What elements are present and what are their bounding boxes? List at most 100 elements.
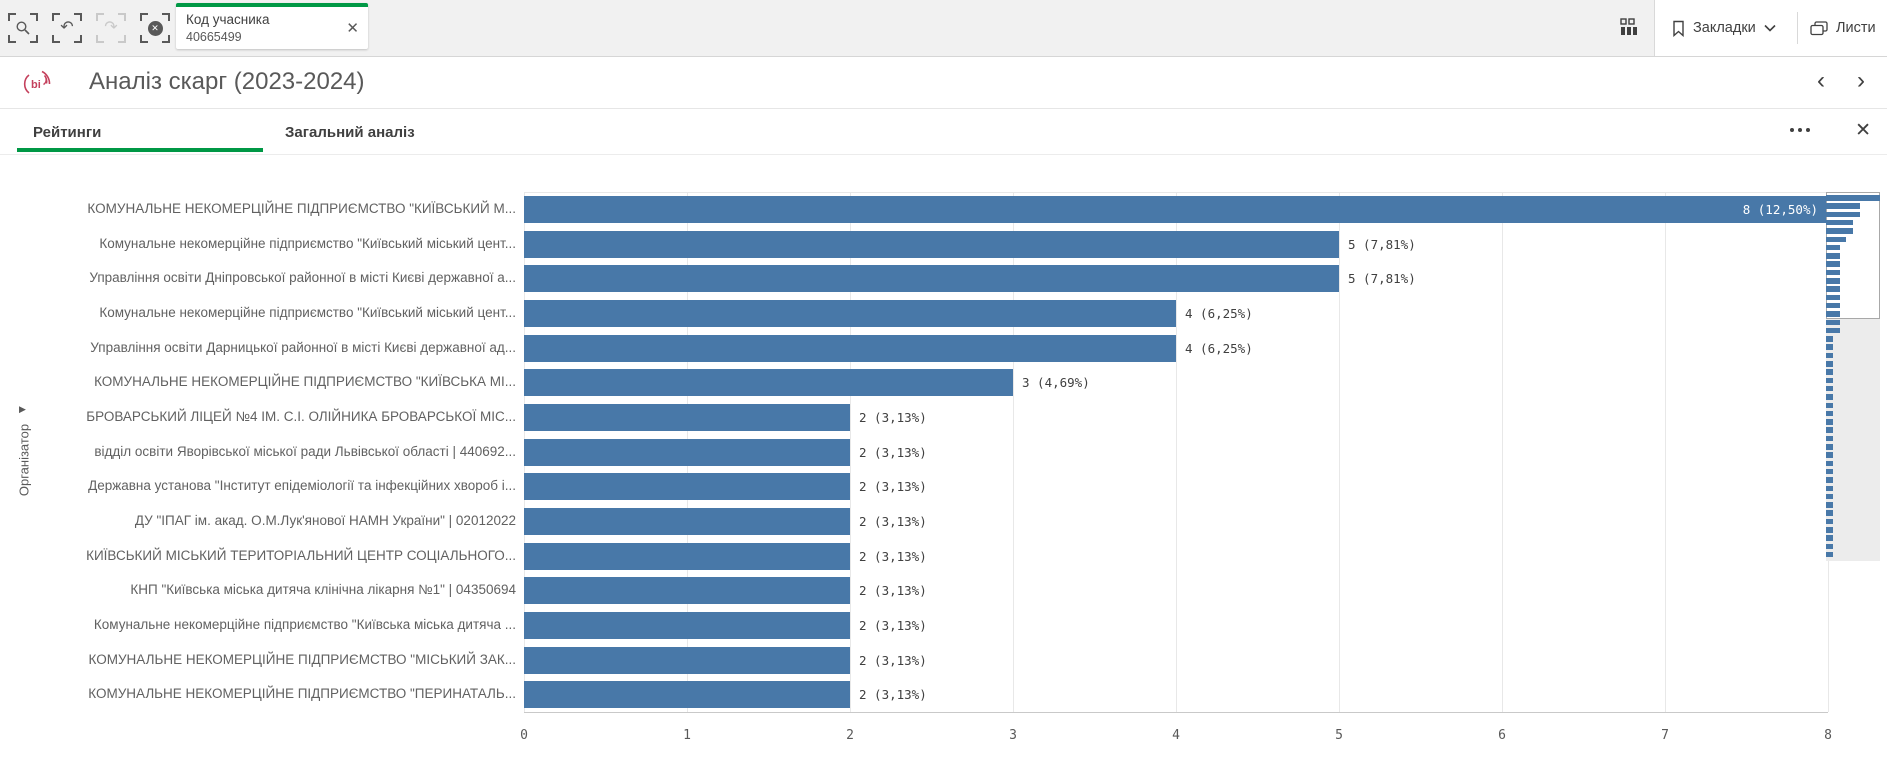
category-label[interactable]: КОМУНАЛЬНЕ НЕКОМЕРЦІЙНЕ ПІДПРИЄМСТВО "МІ… — [88, 651, 516, 667]
bar[interactable] — [524, 507, 850, 535]
category-label[interactable]: БРОВАРСЬКИЙ ЛІЦЕЙ №4 ІМ. С.І. ОЛІЙНИКА Б… — [86, 409, 516, 424]
selection-chip[interactable]: Код учасника 40665499 ✕ — [176, 3, 368, 49]
minimap-bar — [1826, 195, 1880, 201]
minimap-bar — [1826, 344, 1833, 350]
bookmark-icon — [1673, 20, 1684, 37]
toolbar-nav-zone: Закладки Листи — [1654, 0, 1887, 56]
insight-advisor-button[interactable] — [1618, 16, 1644, 42]
redo-selection-button[interactable]: ↷ — [96, 13, 126, 43]
category-label[interactable]: КНП "Київська міська дитяча клінічна лік… — [130, 582, 516, 598]
bookmarks-label: Закладки — [1693, 20, 1756, 36]
bar[interactable] — [524, 438, 850, 466]
bar[interactable] — [524, 334, 1176, 362]
x-tick-label: 4 — [1172, 728, 1180, 743]
bar-value-label: 2 (3,13%) — [859, 617, 927, 633]
clear-selections-button[interactable]: ✕ — [140, 13, 170, 43]
bookmarks-button[interactable]: Закладки — [1672, 0, 1776, 56]
selections-toolbar: ↶ ↷ ✕ Код учасника 40665499 ✕ — [0, 0, 1887, 57]
category-label[interactable]: Державна установа "Інститут епідеміологі… — [88, 478, 516, 494]
minimap-bar — [1826, 535, 1833, 541]
bar-value-label: 3 (4,69%) — [1022, 375, 1090, 391]
y-axis-title: Організатор — [16, 423, 32, 497]
category-label[interactable]: Управління освіти Дніпровської районної … — [89, 270, 516, 286]
minimap-bar — [1826, 319, 1840, 325]
redo-icon: ↷ — [104, 19, 118, 36]
bar-value-label: 4 (6,25%) — [1185, 305, 1253, 321]
sheets-icon — [1810, 20, 1828, 35]
category-label[interactable]: Управління освіти Дарницької районної в … — [90, 339, 516, 355]
gridline — [850, 192, 851, 712]
category-label[interactable]: КОМУНАЛЬНЕ НЕКОМЕРЦІЙНЕ ПІДПРИЄМСТВО "КИ… — [87, 201, 516, 216]
bar-value-label: 4 (6,25%) — [1185, 340, 1253, 356]
minimap-bar — [1826, 294, 1840, 301]
bar[interactable] — [524, 195, 1828, 223]
close-icon[interactable]: ✕ — [1855, 120, 1871, 141]
minimap-bar — [1826, 352, 1833, 359]
tab-label: Рейтинги — [33, 123, 102, 141]
tab-label: Загальний аналіз — [285, 123, 415, 141]
minimap-bar — [1826, 518, 1833, 525]
minimap-bar — [1826, 477, 1833, 483]
axis-expand-icon[interactable]: ▶ — [19, 404, 26, 414]
category-label[interactable]: Комунальне некомерційне підприємство "Ки… — [99, 235, 516, 251]
sheets-button[interactable]: Листи — [1810, 0, 1876, 56]
minimap-bar — [1826, 327, 1840, 334]
bar[interactable] — [524, 230, 1339, 258]
sheet-tabbar: Рейтинги Загальний аналіз ✕ — [0, 109, 1887, 155]
category-label[interactable]: КОМУНАЛЬНЕ НЕКОМЕРЦІЙНЕ ПІДПРИЄМСТВО "КИ… — [94, 374, 516, 390]
tab-reitynhy[interactable]: Рейтинги — [17, 109, 263, 155]
minimap-bar — [1826, 253, 1840, 259]
bar-value-label: 8 (12,50%) — [1742, 201, 1818, 217]
x-tick-label: 2 — [846, 728, 854, 743]
bar[interactable] — [524, 611, 850, 639]
bar[interactable] — [524, 646, 850, 674]
bar[interactable] — [524, 265, 1339, 293]
grid-chart-icon — [1620, 18, 1637, 35]
minimap-bar — [1826, 493, 1833, 500]
minimap-bar — [1826, 311, 1840, 317]
previous-sheet-button[interactable]: ‹ — [1817, 67, 1825, 94]
minimap-bar — [1826, 385, 1833, 392]
minimap-bar — [1826, 261, 1840, 267]
next-sheet-button[interactable]: › — [1857, 67, 1865, 94]
app-logo[interactable]: bi — [18, 65, 56, 103]
category-label[interactable]: Комунальне некомерційне підприємство "Ки… — [93, 617, 516, 632]
undo-selection-button[interactable]: ↶ — [52, 13, 82, 43]
category-label[interactable]: відділ освіти Яворівської міської ради Л… — [94, 443, 516, 459]
bar[interactable] — [524, 473, 850, 501]
search-icon — [8, 13, 38, 43]
minimap-bar — [1826, 394, 1833, 400]
gridline — [1339, 192, 1340, 712]
bar[interactable] — [524, 681, 850, 709]
category-label[interactable]: ДУ "ІПАГ ім. акад. О.М.Лук'янової НАМН У… — [134, 513, 516, 528]
remove-selection-icon[interactable]: ✕ — [346, 20, 359, 37]
minimap-bar — [1826, 527, 1833, 533]
bar-value-label: 5 (7,81%) — [1348, 236, 1416, 252]
x-tick-label: 6 — [1498, 728, 1506, 743]
minimap-bar — [1826, 502, 1833, 508]
tab-zahalnyi-analiz[interactable]: Загальний аналіз — [285, 109, 415, 155]
bar[interactable] — [524, 369, 1013, 397]
minimap-bar — [1826, 419, 1833, 425]
more-options-button[interactable] — [1790, 128, 1810, 132]
category-label[interactable]: Комунальне некомерційне підприємство "Ки… — [99, 305, 516, 320]
bar[interactable] — [524, 577, 850, 605]
category-label[interactable]: КИЇВСЬКИЙ МІСЬКИЙ ТЕРИТОРІАЛЬНИЙ ЦЕНТР С… — [86, 547, 516, 563]
clear-selections-icon: ✕ — [140, 13, 170, 43]
svg-text:bi: bi — [31, 79, 41, 91]
x-tick-label: 3 — [1009, 728, 1017, 743]
page-title: Аналіз скарг (2023-2024) — [89, 68, 365, 95]
minimap-bar — [1826, 551, 1833, 558]
bar[interactable] — [524, 403, 850, 431]
app-title-bar: bi Аналіз скарг (2023-2024) ‹ › — [0, 57, 1887, 109]
selection-chip-field: Код учасника — [186, 12, 270, 27]
minimap-bar — [1826, 286, 1840, 292]
sheets-label: Листи — [1836, 20, 1876, 36]
x-axis-line — [524, 712, 1828, 713]
bar[interactable] — [524, 299, 1176, 327]
smart-search-button[interactable] — [8, 13, 38, 43]
bar[interactable] — [524, 542, 850, 570]
minimap-bar — [1826, 452, 1833, 458]
category-label[interactable]: КОМУНАЛЬНЕ НЕКОМЕРЦІЙНЕ ПІДПРИЄМСТВО "ПЕ… — [88, 686, 516, 702]
